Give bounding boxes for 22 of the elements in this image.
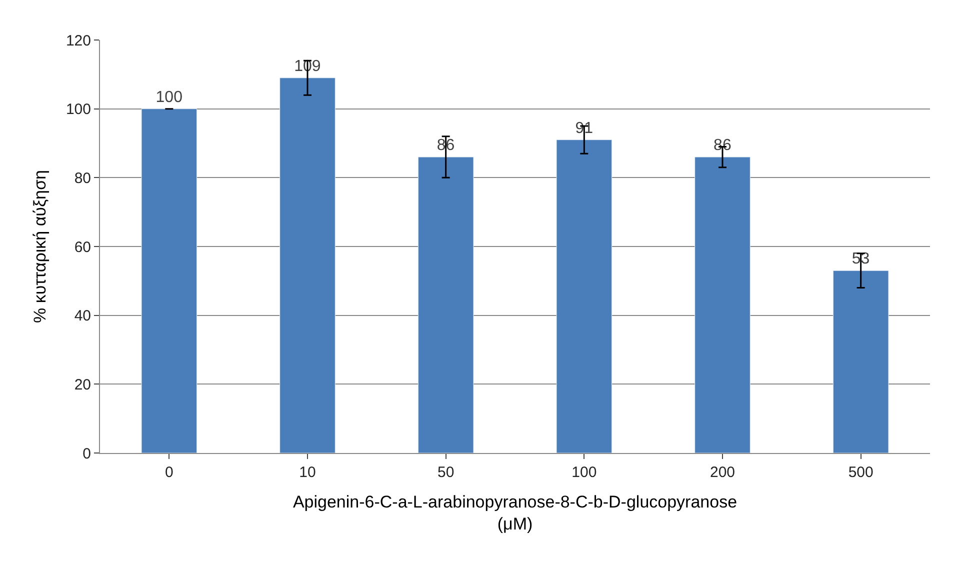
x-tick-label: 100 (572, 464, 597, 481)
y-tick-label: 20 (74, 376, 91, 394)
y-tick-label: 100 (66, 101, 91, 118)
x-axis-title: Apigenin-6-C-a-L-arabinopyranose-8-C-b-D-glucopyranose (μM) (292, 492, 738, 534)
y-axis-title: % κυτταρική αύξηση (30, 170, 50, 323)
bar (418, 156, 474, 453)
bar (694, 156, 750, 453)
x-tick-label: 500 (848, 464, 874, 481)
x-tick-label: 0 (165, 464, 174, 481)
bar (832, 270, 889, 453)
bar (556, 140, 612, 453)
x-tick-label: 50 (437, 464, 454, 481)
y-tick-label: 0 (82, 445, 91, 462)
y-tick-label: 120 (66, 32, 91, 50)
y-tick-label: 80 (74, 170, 91, 187)
x-tick-label: 200 (710, 464, 736, 481)
data-label: 100 (156, 88, 183, 106)
bar (141, 108, 198, 453)
y-tick-label: 40 (74, 308, 91, 325)
y-tick-label: 60 (74, 238, 91, 256)
bar (280, 78, 336, 453)
x-tick-label: 10 (299, 464, 316, 481)
